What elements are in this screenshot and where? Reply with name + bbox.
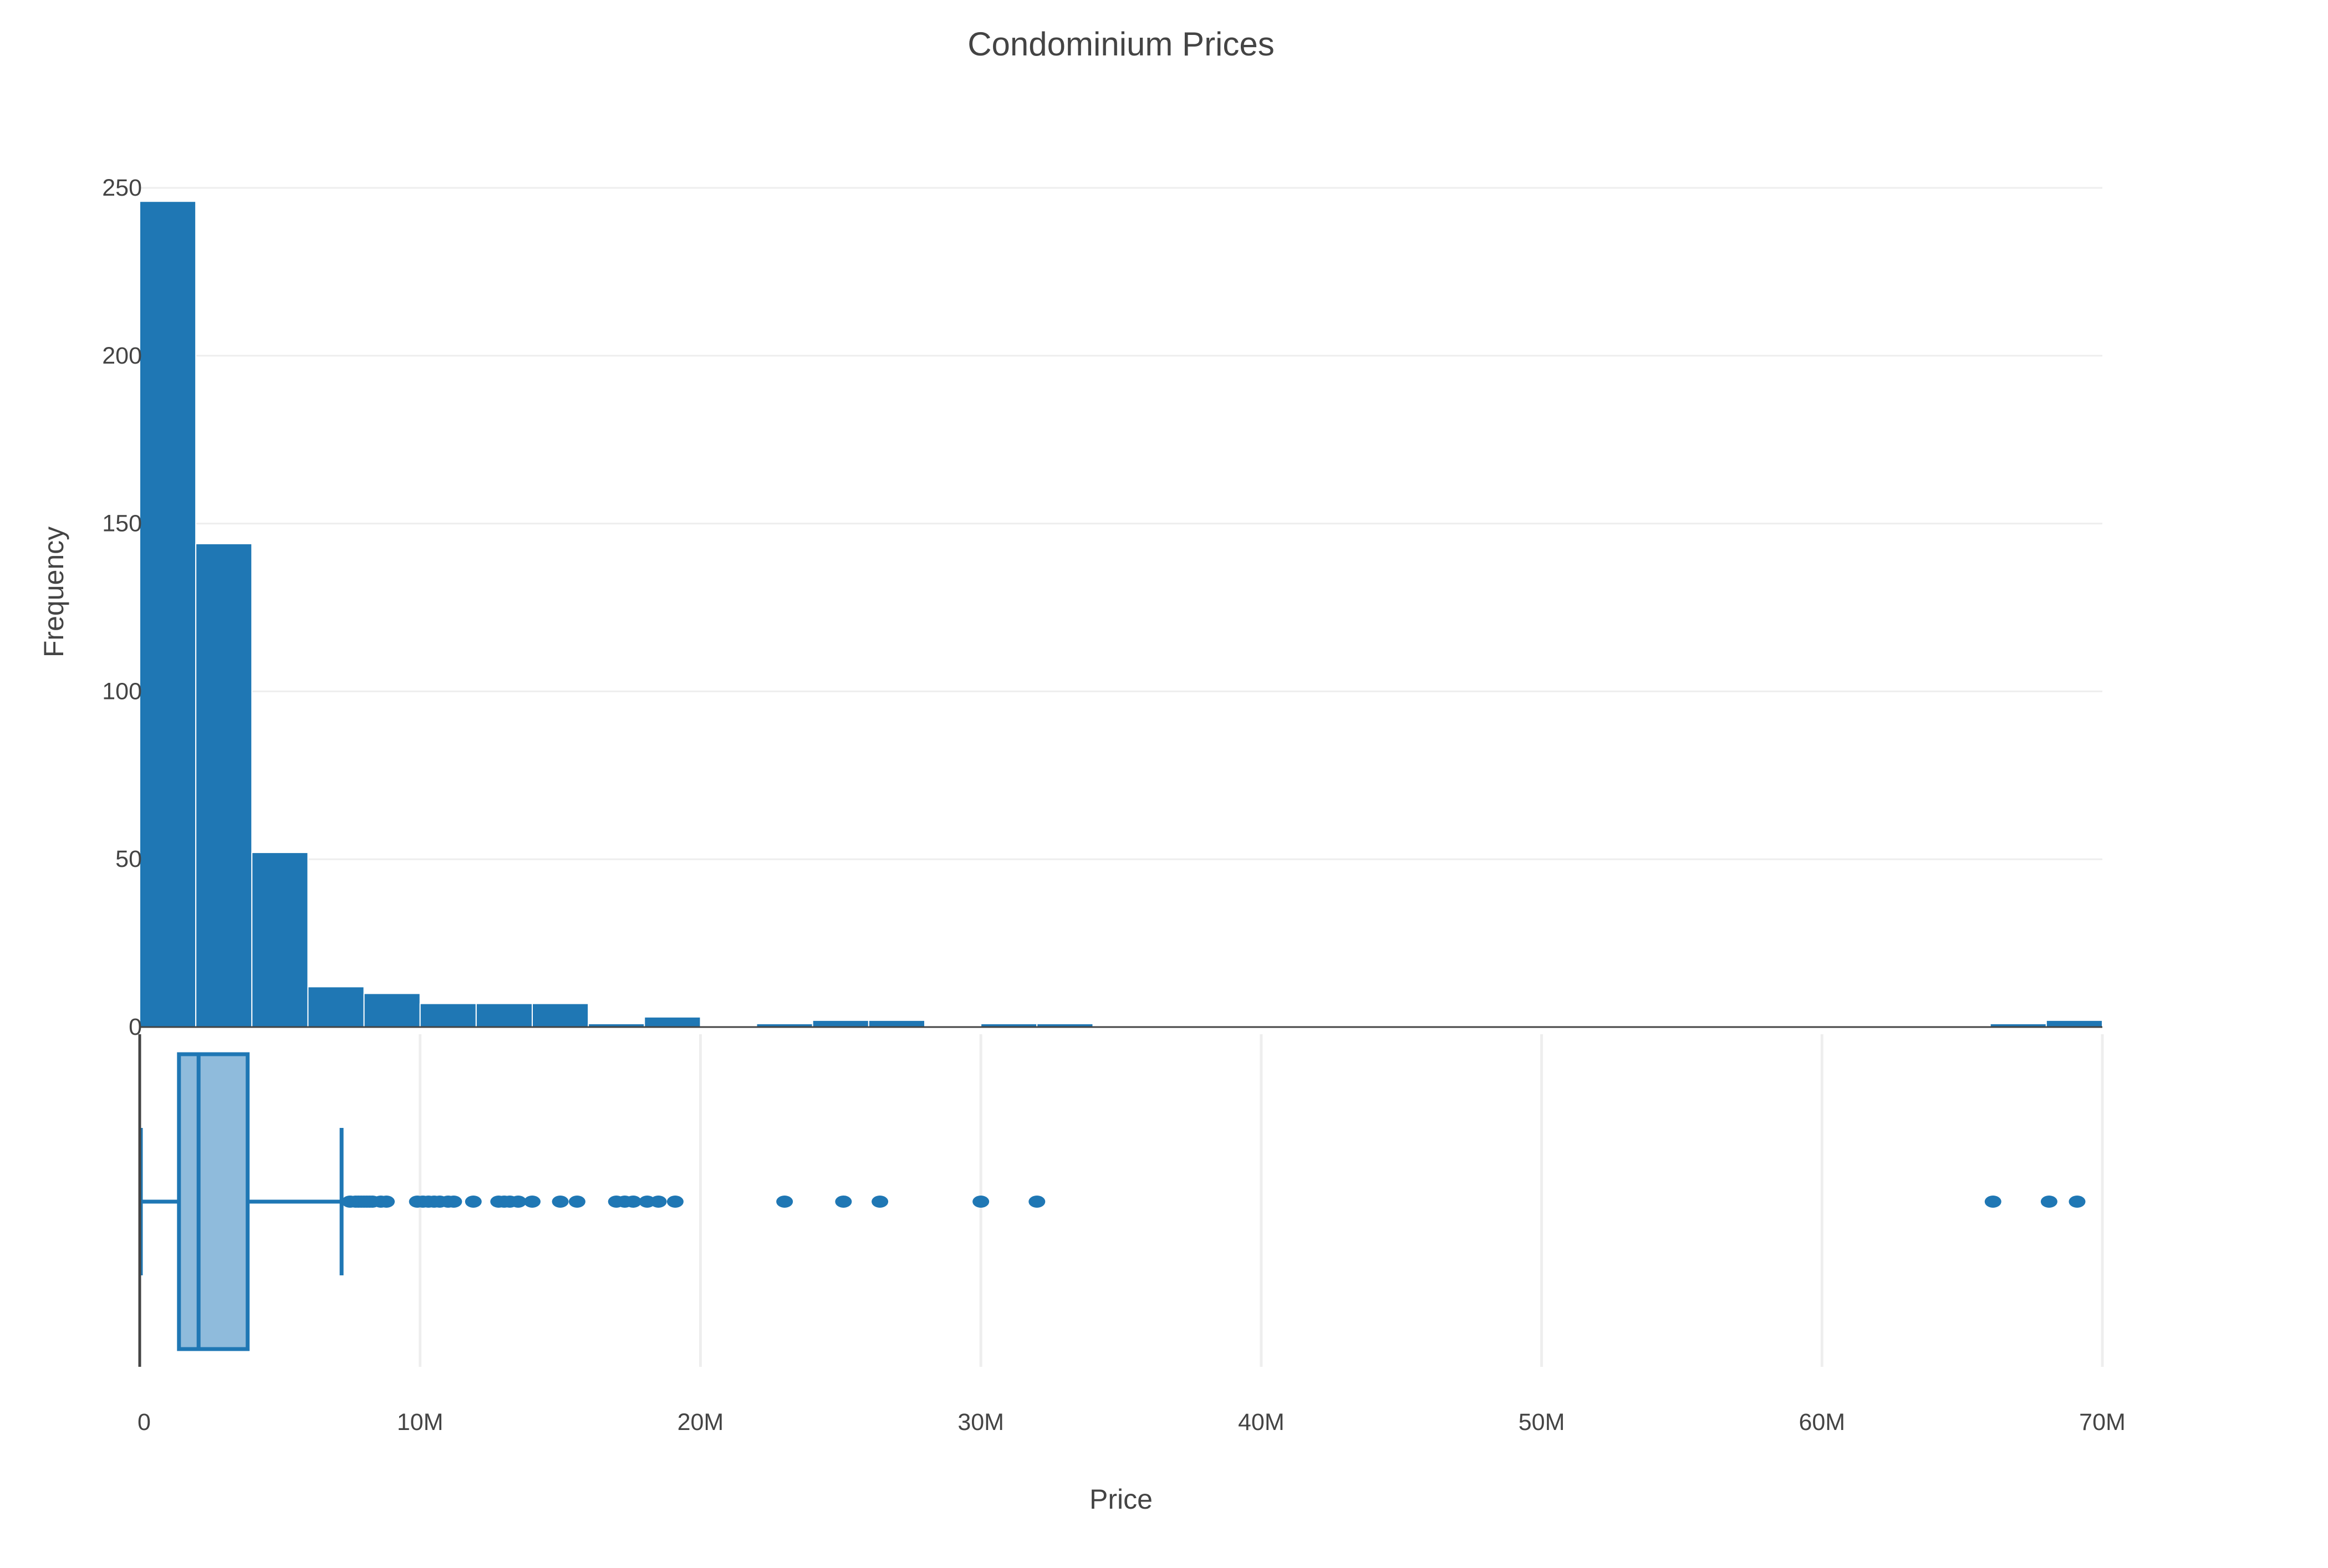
- outlier-point: [776, 1196, 793, 1208]
- histogram-bar: [812, 1019, 869, 1028]
- outlier-point: [872, 1196, 889, 1208]
- box-iqr: [177, 1052, 250, 1351]
- histogram-bar: [644, 1016, 701, 1028]
- chart-title: Condominium Prices: [967, 25, 1275, 63]
- histogram-bar: [195, 543, 253, 1028]
- outlier-point: [524, 1196, 541, 1208]
- outlier-point: [2040, 1196, 2057, 1208]
- x-tick-label: 40M: [1238, 1409, 1285, 1436]
- outlier-point: [625, 1196, 642, 1208]
- outlier-point: [1028, 1196, 1046, 1208]
- histogram-bar: [251, 852, 309, 1028]
- y-tick-label: 50: [115, 846, 142, 872]
- histogram-bar: [139, 201, 197, 1028]
- histogram-bar: [868, 1019, 926, 1028]
- outlier-point: [568, 1196, 585, 1208]
- y-tick-label: 250: [102, 175, 142, 201]
- x-axis-ticks: 0 10M 20M 30M 40M 50M 60M 70M: [137, 1409, 2126, 1436]
- axis-lines: [138, 1026, 2102, 1367]
- histogram-bar: [475, 1003, 533, 1028]
- y-axis-ticks: 0 50 100 150 200 250: [102, 175, 142, 1040]
- y-tick-label: 150: [102, 510, 142, 537]
- outlier-point: [1984, 1196, 2001, 1208]
- x-tick-label: 50M: [1519, 1409, 1565, 1436]
- x-tick-label: 30M: [957, 1409, 1004, 1436]
- y-axis-label: Frequency: [38, 527, 69, 657]
- outlier-point: [2069, 1196, 2086, 1208]
- x-tick-label: 70M: [2079, 1409, 2126, 1436]
- histogram-bar: [419, 1003, 477, 1028]
- histogram-bar: [532, 1003, 589, 1028]
- histogram-gridlines: [140, 187, 2102, 860]
- histogram-bar: [307, 986, 365, 1028]
- outlier-point: [972, 1196, 990, 1208]
- y-tick-label: 100: [102, 678, 142, 704]
- outlier-point: [445, 1196, 462, 1208]
- outlier-point: [510, 1196, 527, 1208]
- histogram-bars: [139, 201, 2103, 1028]
- x-tick-label: 60M: [1799, 1409, 1845, 1436]
- x-tick-label: 10M: [397, 1409, 444, 1436]
- x-tick-label: 20M: [677, 1409, 724, 1436]
- outlier-point: [378, 1196, 395, 1208]
- histogram-bar: [363, 993, 421, 1028]
- outlier-point: [666, 1196, 684, 1208]
- outlier-point: [552, 1196, 569, 1208]
- histogram-bar: [2045, 1019, 2103, 1028]
- y-tick-label: 200: [102, 343, 142, 369]
- box-plot: [139, 1052, 2086, 1351]
- x-axis-label: Price: [1089, 1484, 1153, 1515]
- x-tick-label: 0: [137, 1409, 151, 1436]
- outlier-point: [465, 1196, 482, 1208]
- y-tick-label: 0: [129, 1014, 142, 1040]
- outlier-point: [650, 1196, 667, 1208]
- outlier-point: [835, 1196, 852, 1208]
